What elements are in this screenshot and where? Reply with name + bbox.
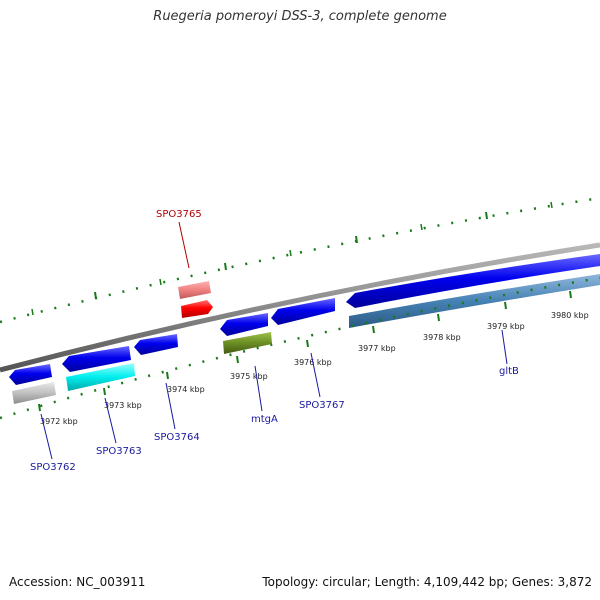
gene-labels: SPO3765 SPO3762 SPO3763 SPO3764 mtgA SPO…: [30, 209, 519, 473]
gene-gltB-cds[interactable]: [346, 254, 600, 308]
gene-SPO3765-cds[interactable]: [181, 300, 213, 318]
gene-gltB-category[interactable]: [349, 274, 600, 328]
accession-text: Accession: NC_003911: [9, 575, 146, 589]
genome-summary-text: Topology: circular; Length: 4,109,442 bp…: [262, 575, 592, 589]
gene-label-leaders: [40, 221, 508, 460]
gene-label-SPO3765[interactable]: SPO3765: [156, 209, 202, 220]
gene-SPO3762-category[interactable]: [12, 382, 56, 404]
tick-label: 3979 kbp: [487, 322, 525, 331]
gene-label-SPO3767[interactable]: SPO3767: [299, 400, 345, 411]
tick-label: 3974 kbp: [167, 385, 205, 394]
gene-label-mtgA[interactable]: mtgA: [251, 414, 278, 425]
tick-label: 3977 kbp: [358, 344, 396, 353]
gene-SPO3762-cds[interactable]: [9, 364, 52, 385]
tick-label: 3975 kbp: [230, 372, 268, 381]
map-title: Ruegeria pomeroyi DSS-3, complete genome: [153, 9, 447, 24]
gene-label-gltB[interactable]: gltB: [499, 366, 519, 377]
tick-label: 3978 kbp: [423, 333, 461, 342]
tick-label: 3980 kbp: [551, 311, 589, 320]
gene-SPO3763-category[interactable]: [66, 363, 135, 391]
tick-label: 3972 kbp: [40, 417, 78, 426]
inner-tick-ring: [0, 276, 600, 420]
gene-label-SPO3762[interactable]: SPO3762: [30, 462, 76, 473]
gene-SPO3765-category[interactable]: [178, 281, 211, 299]
gene-label-SPO3763[interactable]: SPO3763: [96, 446, 142, 457]
gene-SPO3767-cds[interactable]: [271, 298, 335, 325]
tick-label: 3973 kbp: [104, 401, 142, 410]
gene-mtgA-category[interactable]: [223, 332, 272, 354]
gene-label-SPO3764[interactable]: SPO3764: [154, 432, 200, 443]
genome-backbone: [0, 242, 600, 373]
outer-tick-ring: [0, 196, 600, 324]
gene-mtgA-cds[interactable]: [220, 313, 268, 336]
gene-SPO3763-cds[interactable]: [62, 346, 131, 372]
gene-SPO3764-cds[interactable]: [134, 334, 178, 355]
